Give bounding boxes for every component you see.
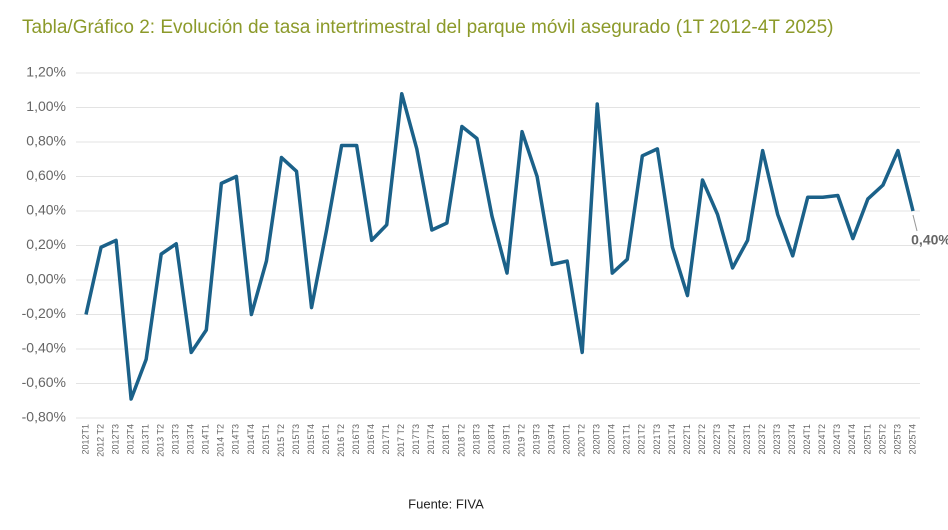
- x-tick-label: 2024T4: [847, 424, 857, 455]
- source-note: Fuente: FIVA: [408, 496, 484, 511]
- x-tick-label: 2018T3: [471, 424, 481, 455]
- x-tick-label: 2017 T2: [396, 424, 406, 457]
- x-tick-label: 2014 T2: [216, 424, 226, 457]
- x-tick-label: 2023T3: [772, 424, 782, 455]
- x-tick-label: 2023T2: [757, 424, 767, 455]
- x-tick-label: 2019T3: [531, 424, 541, 455]
- x-tick-label: 2015T1: [261, 424, 271, 455]
- x-tick-label: 2013T4: [186, 424, 196, 455]
- x-tick-label: 2022T1: [682, 424, 692, 455]
- x-tick-label: 2017T1: [381, 424, 391, 455]
- x-tick-label: 2016T4: [366, 424, 376, 455]
- x-tick-label: 2012 T2: [95, 424, 105, 457]
- x-tick-label: 2022T4: [727, 424, 737, 455]
- y-tick-label: -0,60%: [22, 374, 66, 390]
- y-tick-label: -0,20%: [22, 305, 66, 321]
- x-tick-label: 2020T4: [607, 424, 617, 455]
- x-tick-label: 2025T2: [877, 424, 887, 455]
- x-tick-label: 2020 T2: [577, 424, 587, 457]
- chart-title: Tabla/Gráfico 2: Evolución de tasa inter…: [22, 17, 833, 38]
- x-tick-label: 2025T4: [907, 424, 917, 455]
- x-tick-label: 2024T3: [832, 424, 842, 455]
- x-tick-label: 2017T3: [411, 424, 421, 455]
- x-tick-label: 2025T1: [862, 424, 872, 455]
- x-tick-label: 2017T4: [426, 424, 436, 455]
- x-tick-label: 2014T3: [231, 424, 241, 455]
- x-tick-label: 2014T4: [246, 424, 256, 455]
- x-tick-label: 2012T4: [125, 424, 135, 455]
- y-tick-label: 1,00%: [26, 98, 66, 114]
- x-tick-label: 2024T2: [817, 424, 827, 455]
- x-tick-label: 2013T1: [141, 424, 151, 455]
- x-tick-label: 2019T1: [501, 424, 511, 455]
- x-tick-label: 2024T1: [802, 424, 812, 455]
- x-tick-label: 2022T3: [712, 424, 722, 455]
- y-tick-label: 0,00%: [26, 271, 66, 287]
- x-tick-label: 2015T3: [291, 424, 301, 455]
- y-tick-label: 0,20%: [26, 236, 66, 252]
- x-tick-label: 2019T4: [547, 424, 557, 455]
- y-tick-label: -0,40%: [22, 340, 66, 356]
- x-tick-label: 2016 T2: [336, 424, 346, 457]
- x-tick-label: 2022T2: [697, 424, 707, 455]
- x-tick-label: 2020T3: [592, 424, 602, 455]
- x-tick-label: 2021T3: [652, 424, 662, 455]
- data-label: 0,40%: [911, 232, 948, 248]
- x-tick-label: 2021T4: [667, 424, 677, 455]
- x-tick-label: 2018T1: [441, 424, 451, 455]
- y-tick-label: 0,40%: [26, 202, 66, 218]
- x-tick-label: 2015 T2: [276, 424, 286, 457]
- x-tick-label: 2014T1: [201, 424, 211, 455]
- x-tick-label: 2025T3: [892, 424, 902, 455]
- data-line: [84, 91, 915, 401]
- x-tick-label: 2020T1: [562, 424, 572, 455]
- label-leader: [912, 214, 918, 232]
- y-tick-label: 1,20%: [26, 64, 66, 80]
- x-tick-label: 2015T4: [306, 424, 316, 455]
- x-tick-label: 2021T2: [637, 424, 647, 455]
- x-tick-label: 2016T3: [351, 424, 361, 455]
- x-tick-label: 2013 T2: [156, 424, 166, 457]
- x-tick-label: 2019 T2: [516, 424, 526, 457]
- x-tick-label: 2018T4: [486, 424, 496, 455]
- x-tick-label: 2021T1: [622, 424, 632, 455]
- y-tick-label: 0,80%: [26, 133, 66, 149]
- x-tick-label: 2016T1: [321, 424, 331, 455]
- y-tick-label: -0,80%: [22, 409, 66, 425]
- x-tick-label: 2023T4: [787, 424, 797, 455]
- y-tick-label: 0,60%: [26, 167, 66, 183]
- x-tick-label: 2018 T2: [456, 424, 466, 457]
- x-tick-label: 2012T1: [80, 424, 90, 455]
- x-tick-label: 2023T1: [742, 424, 752, 455]
- x-tick-label: 2012T3: [110, 424, 120, 455]
- x-tick-label: 2013T3: [171, 424, 181, 455]
